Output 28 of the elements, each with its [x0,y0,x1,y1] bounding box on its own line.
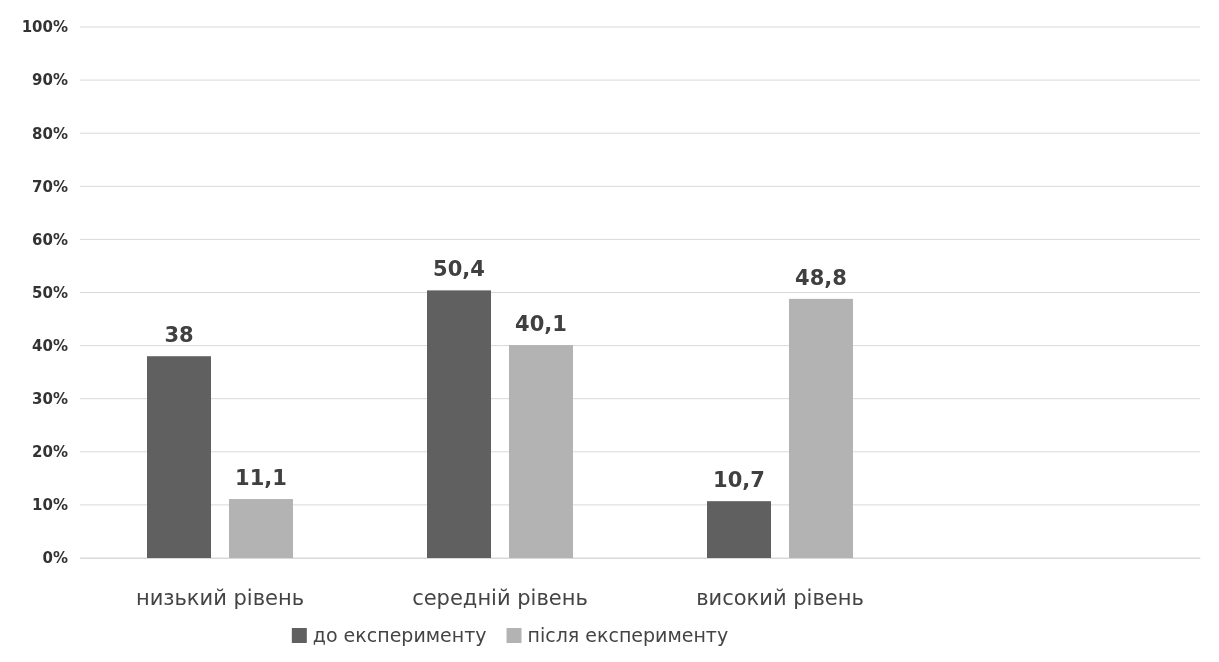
y-tick-label: 60% [32,230,68,249]
y-tick-label: 80% [32,124,68,143]
data-label: 11,1 [235,466,287,491]
y-tick-label: 30% [32,390,68,408]
y-tick-label: 0% [42,549,68,568]
bar [147,356,211,558]
data-label: 10,7 [713,468,765,493]
data-label: 38 [164,323,194,348]
x-tick-label: високий рівень [696,585,864,610]
y-tick-label: 10% [32,496,68,515]
data-label: 50,4 [433,257,485,282]
legend-label: після експерименту [527,624,729,646]
data-label: 48,8 [795,265,847,290]
x-tick-label: низький рівень [135,585,305,610]
bar [509,345,573,558]
x-tick-label: середній рівень [412,585,588,610]
y-tick-label: 100% [21,18,68,37]
y-tick-label: 20% [32,443,68,462]
data-label: 40,1 [515,312,567,337]
y-tick-label: 50% [32,283,68,302]
bar [427,290,491,558]
bar [229,499,293,558]
legend-label: до експерименту [312,624,487,646]
bar [789,298,853,558]
y-tick-label: 70% [32,177,68,196]
y-tick-label: 90% [32,71,68,90]
bar [707,501,771,558]
y-tick-label: 40% [32,336,68,355]
